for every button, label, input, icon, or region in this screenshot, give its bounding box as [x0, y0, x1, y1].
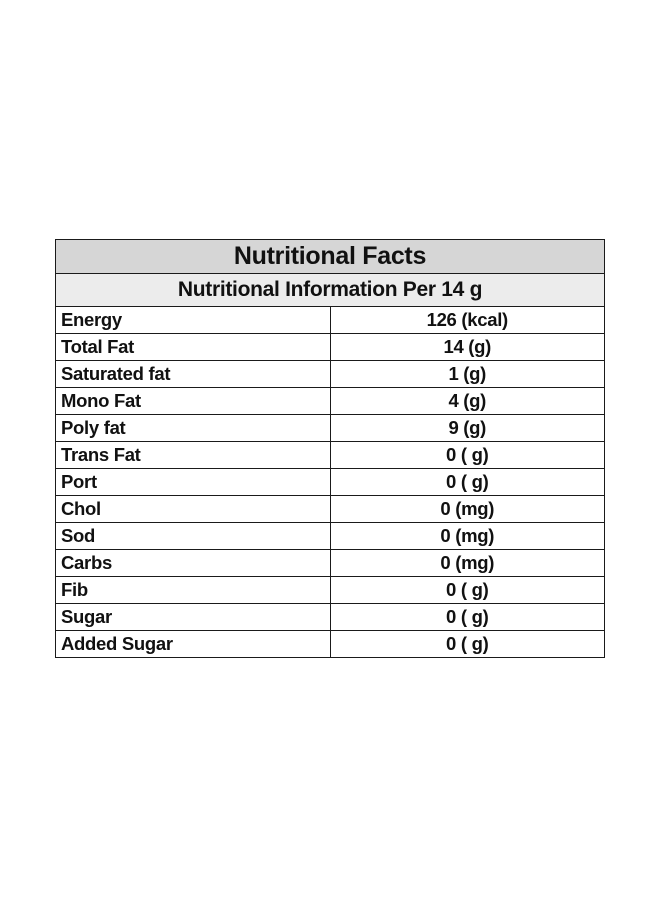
- nutrient-name: Saturated fat: [55, 360, 331, 388]
- nutrient-name: Sugar: [55, 603, 331, 631]
- table-row: Trans Fat 0 ( g): [55, 441, 605, 469]
- nutrient-name: Poly fat: [55, 414, 331, 442]
- table-row: Poly fat 9 (g): [55, 414, 605, 442]
- subtitle-row: Nutritional Information Per 14 g: [55, 273, 605, 307]
- table-row: Sugar 0 ( g): [55, 603, 605, 631]
- title-row: Nutritional Facts: [55, 239, 605, 274]
- nutrient-name: Mono Fat: [55, 387, 331, 415]
- nutrient-value: 9 (g): [329, 414, 605, 442]
- nutrient-name: Sod: [55, 522, 331, 550]
- nutrient-name: Fib: [55, 576, 331, 604]
- nutrient-name: Added Sugar: [55, 630, 331, 658]
- table-row: Carbs 0 (mg): [55, 549, 605, 577]
- table-subtitle: Nutritional Information Per 14 g: [55, 273, 605, 307]
- nutrient-value: 0 ( g): [329, 603, 605, 631]
- table-title: Nutritional Facts: [55, 239, 605, 274]
- nutrient-name: Energy: [55, 306, 331, 334]
- nutrient-value: 0 (mg): [329, 522, 605, 550]
- table-row: Added Sugar 0 ( g): [55, 630, 605, 658]
- nutrient-name: Port: [55, 468, 331, 496]
- nutrient-value: 14 (g): [329, 333, 605, 361]
- nutrition-facts-table: Nutritional Facts Nutritional Informatio…: [55, 239, 605, 658]
- nutrient-value: 0 ( g): [329, 468, 605, 496]
- nutrient-value: 0 (mg): [329, 549, 605, 577]
- nutrient-value: 1 (g): [329, 360, 605, 388]
- table-row: Saturated fat 1 (g): [55, 360, 605, 388]
- table-row: Port 0 ( g): [55, 468, 605, 496]
- nutrient-value: 0 ( g): [329, 576, 605, 604]
- nutrient-value: 126 (kcal): [329, 306, 605, 334]
- nutrient-name: Chol: [55, 495, 331, 523]
- table-row: Fib 0 ( g): [55, 576, 605, 604]
- table-row: Energy 126 (kcal): [55, 306, 605, 334]
- nutrient-value: 0 (mg): [329, 495, 605, 523]
- nutrient-value: 0 ( g): [329, 441, 605, 469]
- table-row: Mono Fat 4 (g): [55, 387, 605, 415]
- nutrient-name: Trans Fat: [55, 441, 331, 469]
- table-row: Chol 0 (mg): [55, 495, 605, 523]
- table-row: Total Fat 14 (g): [55, 333, 605, 361]
- nutrient-name: Carbs: [55, 549, 331, 577]
- nutrient-value: 0 ( g): [329, 630, 605, 658]
- nutrient-value: 4 (g): [329, 387, 605, 415]
- nutrient-name: Total Fat: [55, 333, 331, 361]
- table-row: Sod 0 (mg): [55, 522, 605, 550]
